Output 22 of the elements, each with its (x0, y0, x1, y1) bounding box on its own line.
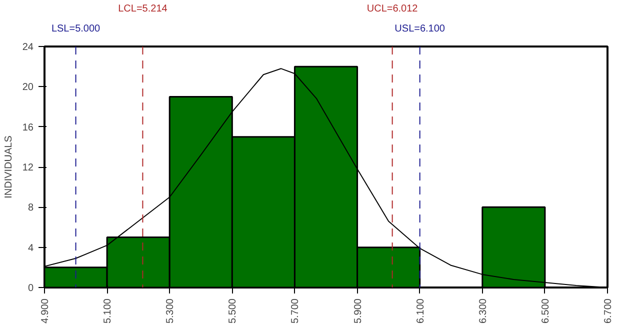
ref-line-label: LCL=5.214 (118, 4, 168, 14)
ref-line-label: LSL=5.000 (51, 24, 101, 34)
x-tick-label: 5.500 (228, 298, 239, 324)
x-tick-label: 6.700 (603, 298, 614, 324)
ref-line-label: UCL=6.012 (366, 4, 418, 14)
x-tick-label: 5.700 (290, 298, 302, 324)
x-tick-label: 5.100 (102, 298, 114, 324)
y-axis-title: INDIVIDUALS (3, 135, 14, 198)
y-tick-label: 0 (28, 283, 34, 294)
y-tick-label: 16 (22, 122, 34, 134)
x-tick-label: 6.100 (415, 298, 426, 324)
x-tick-label: 6.500 (540, 298, 552, 324)
x-tick-label: 6.300 (478, 298, 489, 324)
ref-line-label: USL=6.100 (394, 24, 446, 34)
y-tick-label: 12 (22, 162, 34, 174)
x-tick-label: 5.300 (165, 298, 176, 324)
y-tick-label: 24 (22, 42, 34, 53)
y-tick-label: 4 (28, 242, 34, 254)
y-tick-label: 20 (22, 82, 34, 94)
y-tick-label: 8 (28, 202, 34, 214)
x-tick-label: 5.900 (352, 298, 364, 324)
x-tick-label: 4.900 (40, 298, 51, 324)
